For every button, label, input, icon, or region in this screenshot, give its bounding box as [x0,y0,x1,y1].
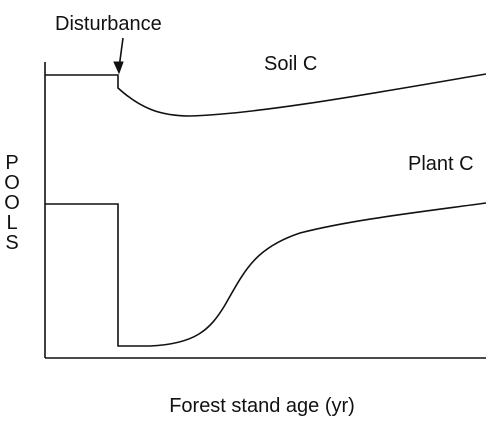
plant-label: Plant C [408,153,474,175]
soil-curve [45,73,486,117]
plant-curve [45,202,486,347]
soil-label: Soil C [264,53,317,75]
arrow-head [113,61,124,75]
disturbance-label: Disturbance [55,13,162,35]
x-axis-label: Forest stand age (yr) [169,395,355,417]
y-axis-label: POOLS [1,152,23,252]
